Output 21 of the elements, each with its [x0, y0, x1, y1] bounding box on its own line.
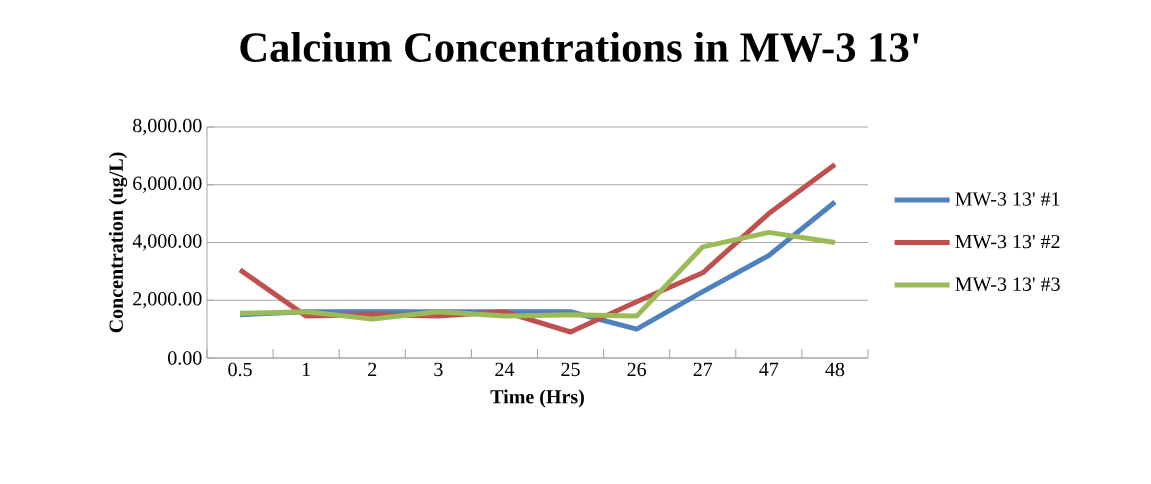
x-tick-label: 1	[302, 362, 310, 376]
x-tick-label: 0.5	[228, 362, 252, 377]
x-tick-label: 26	[627, 362, 647, 377]
legend-label: MW-3 13' #1	[955, 192, 1060, 206]
y-tick-label: 2,000.00	[133, 292, 202, 309]
y-tick-label: 6,000.00	[133, 176, 202, 193]
x-tick-label: 3	[434, 362, 443, 377]
x-tick-label: 27	[693, 362, 713, 376]
legend-label: MW-3 13' #3	[955, 277, 1060, 291]
x-tick-label: 48	[825, 362, 845, 377]
x-tick-label: 25	[561, 362, 580, 377]
x-axis-title: Time (Hrs)	[490, 389, 584, 408]
x-tick-label: 47	[759, 362, 779, 376]
y-axis-title: Concentration (ug/L)	[108, 152, 128, 333]
y-tick-label: 4,000.00	[132, 234, 202, 251]
x-tick-label: 24	[495, 362, 515, 376]
y-tick-label: 0.00	[168, 351, 202, 365]
legend-label: MW-3 13' #2	[955, 234, 1060, 249]
chart-title: Calcium Concentrations in MW-3 13'	[240, 31, 919, 63]
x-tick-label: 2	[368, 362, 377, 376]
y-tick-label: 8,000.00	[133, 118, 202, 136]
